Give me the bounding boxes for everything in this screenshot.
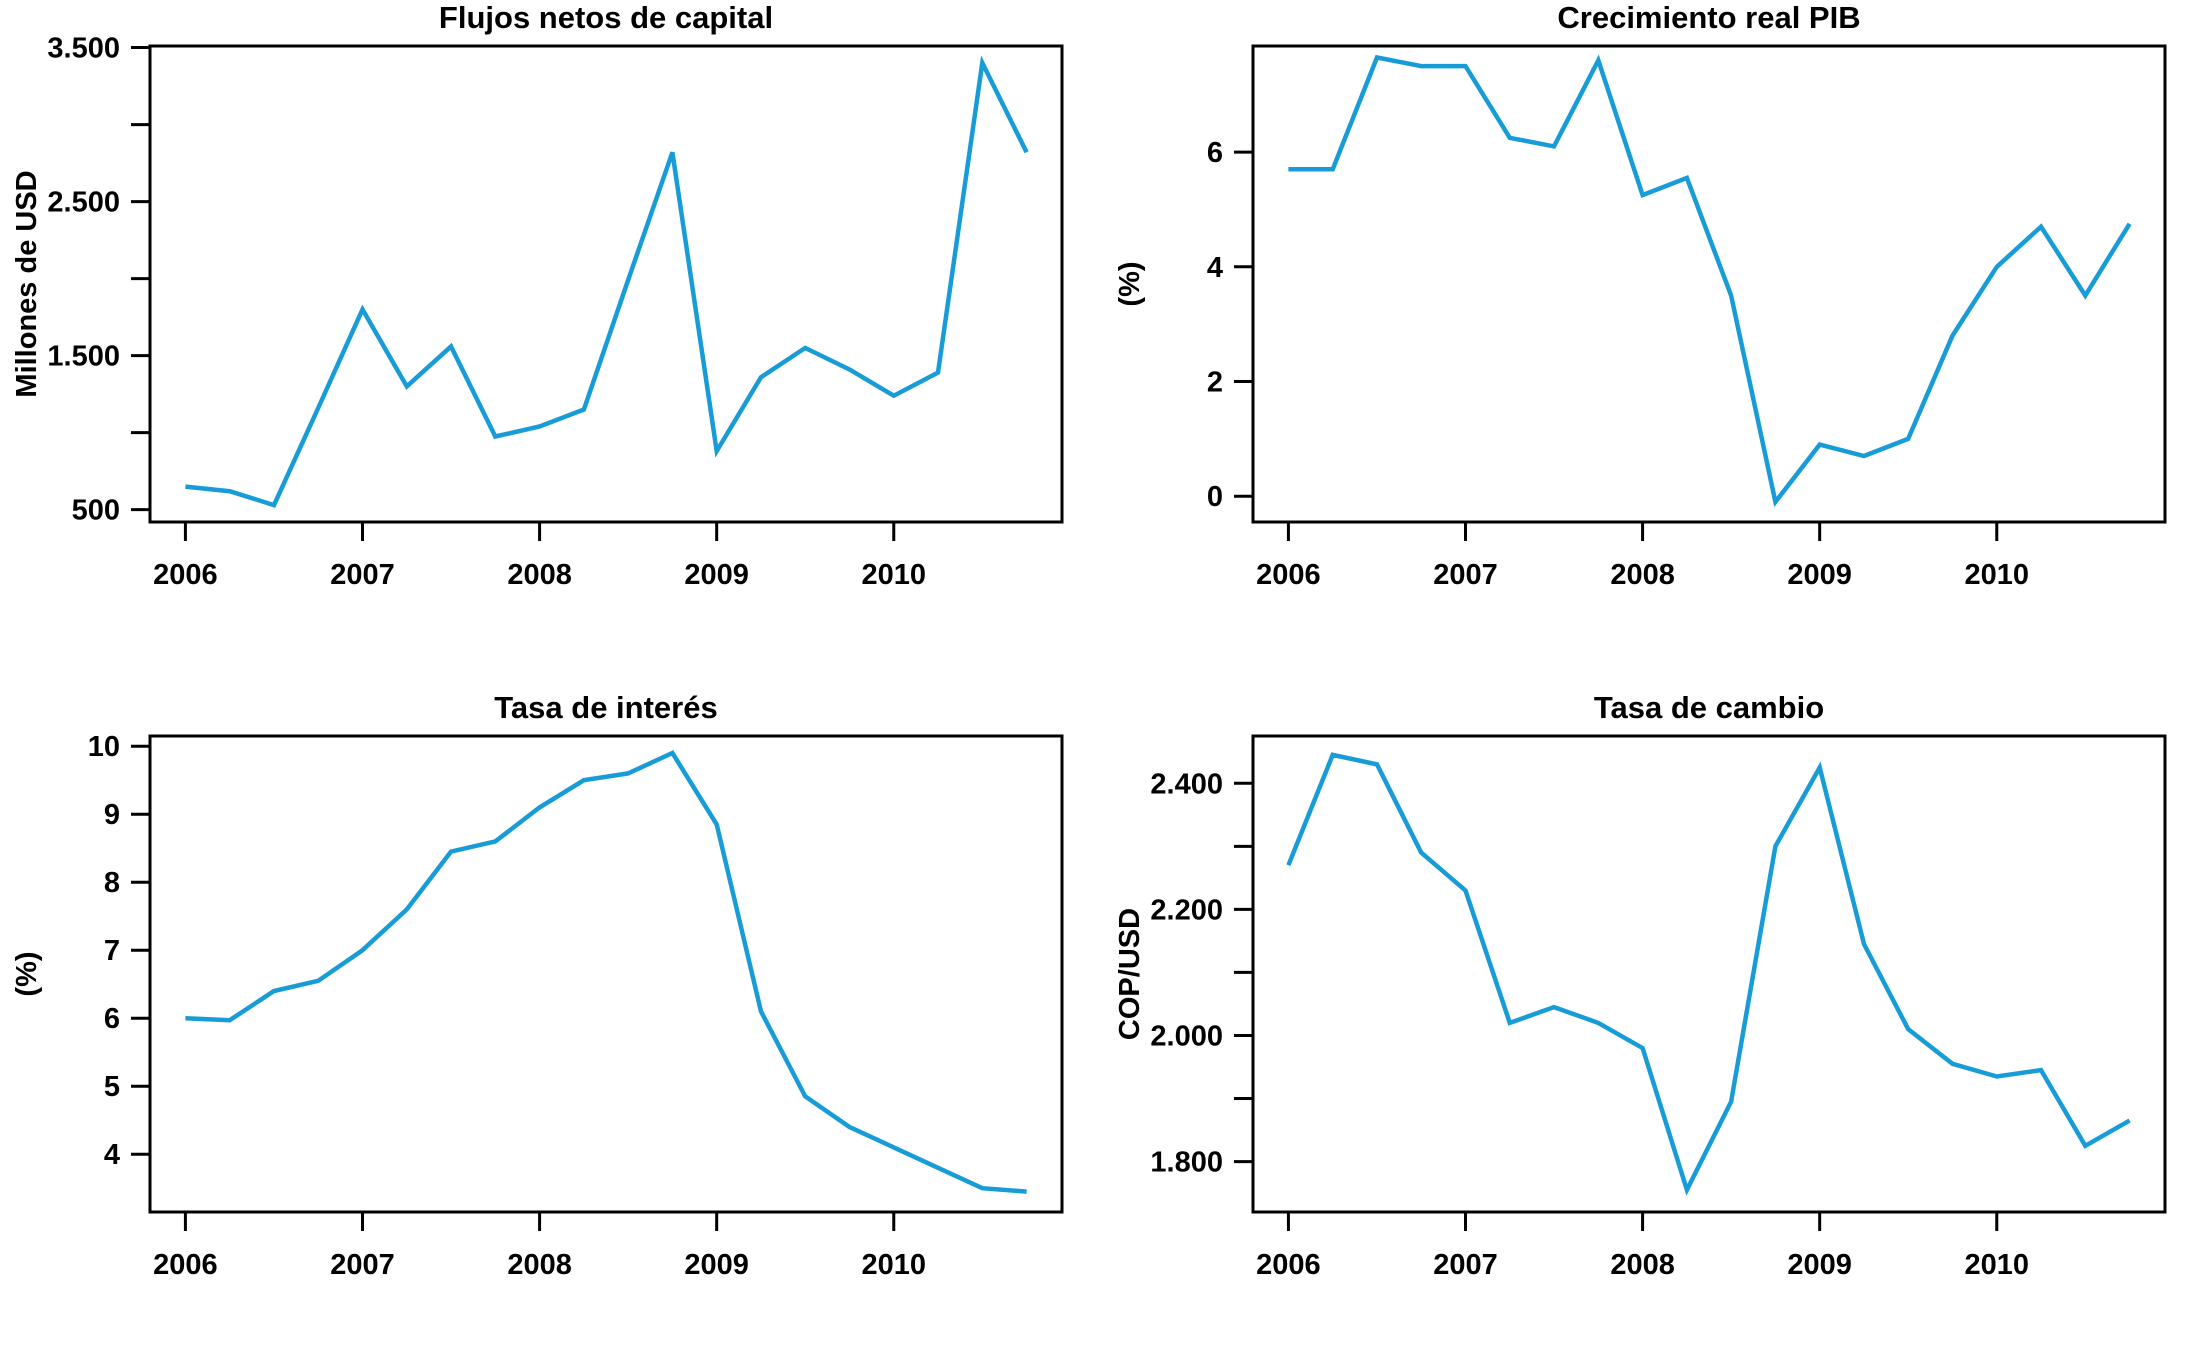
- x-tick-label: 2006: [153, 1249, 218, 1281]
- x-tick-label: 2008: [507, 559, 572, 591]
- y-tick-label: 10: [88, 731, 120, 763]
- chart-title: Tasa de cambio: [1594, 690, 1824, 725]
- y-tick-label: 6: [1207, 137, 1223, 169]
- plot-box: [1251, 44, 2167, 524]
- y-axis-label: (%): [1114, 261, 1146, 306]
- data-line: [1288, 54, 2132, 508]
- x-tick-label: 2006: [153, 559, 218, 591]
- panel-capital-flows: Flujos netos de capital Millones de USD …: [0, 0, 1103, 678]
- y-axis-label: COP/USD: [1114, 908, 1146, 1040]
- x-tick-label: 2010: [862, 559, 927, 591]
- x-tick-label: 2009: [1787, 1249, 1852, 1281]
- gdp-growth-chart: Crecimiento real PIB (%) 2006 2007 2008 200…: [1114, 0, 2167, 591]
- data-line: [1286, 752, 2131, 1196]
- x-tick-label: 2007: [1433, 1249, 1498, 1281]
- y-axis-label: Millones de USD: [11, 170, 43, 397]
- panel-exchange-rate: Tasa de cambio COP/USD 2006 2007 2008 2009 2…: [1103, 678, 2206, 1356]
- y-tick-label: 5: [104, 1071, 120, 1103]
- data-line: [185, 750, 1027, 1194]
- panel-gdp-growth: Crecimiento real PIB (%) 2006 2007 2008 200…: [1103, 0, 2206, 678]
- y-axis-label: (%): [11, 951, 43, 996]
- x-tick-label: 2010: [1965, 559, 2030, 591]
- y-tick-label: 2.500: [47, 187, 120, 219]
- y-tick-label: 0: [1207, 481, 1223, 513]
- plot-area: 2006 2007 2008 2009 2010 1.800 2.000 2.200 2.400: [1150, 734, 2167, 1281]
- plot-area: 2006 2007 2008 2009 2010 500 1.500 2.500 3.500: [47, 33, 1064, 591]
- y-tick-label: 2.200: [1150, 894, 1223, 926]
- chart-title: Flujos netos de capital: [439, 0, 773, 35]
- plot-area: 2006 2007 2008 2009 2010 0 2 4 6: [1207, 44, 2167, 591]
- y-tick-label: 9: [104, 799, 120, 831]
- x-tick-label: 2008: [1610, 1249, 1675, 1281]
- x-tick-label: 2009: [684, 1249, 749, 1281]
- chart-title: Tasa de interés: [494, 690, 717, 725]
- y-tick-label: 7: [104, 935, 120, 967]
- exchange-rate-chart: Tasa de cambio COP/USD 2006 2007 2008 2009 2…: [1114, 690, 2167, 1281]
- y-tick-label: 1.500: [47, 341, 120, 373]
- y-tick-label: 2.400: [1150, 768, 1223, 800]
- data-line: [185, 55, 1029, 508]
- x-tick-label: 2010: [862, 1249, 927, 1281]
- y-tick-label: 6: [104, 1003, 120, 1035]
- y-tick-label: 8: [104, 867, 120, 899]
- y-tick-label: 3.500: [47, 33, 120, 65]
- plot-area: 2006 2007 2008 2009 2010 4 5 6 7 8 9 10: [88, 731, 1064, 1281]
- y-tick-label: 4: [1207, 252, 1223, 284]
- x-tick-label: 2009: [684, 559, 749, 591]
- plot-box: [1251, 734, 2167, 1214]
- plot-box: [148, 44, 1064, 524]
- x-tick-label: 2007: [330, 1249, 395, 1281]
- plot-box: [148, 734, 1064, 1214]
- x-tick-label: 2008: [1610, 559, 1675, 591]
- panel-interest-rate: Tasa de interés (%) 2006 2007 2008 2009 2010…: [0, 678, 1103, 1356]
- y-tick-label: 500: [72, 495, 120, 527]
- x-tick-label: 2007: [330, 559, 395, 591]
- y-tick-label: 1.800: [1150, 1147, 1223, 1179]
- x-tick-label: 2006: [1256, 559, 1321, 591]
- x-tick-label: 2007: [1433, 559, 1498, 591]
- x-tick-label: 2006: [1256, 1249, 1321, 1281]
- y-tick-label: 2: [1207, 366, 1223, 398]
- interest-rate-chart: Tasa de interés (%) 2006 2007 2008 2009 2010…: [11, 690, 1064, 1281]
- chart-title: Crecimiento real PIB: [1557, 0, 1860, 35]
- x-tick-label: 2010: [1965, 1249, 2030, 1281]
- y-tick-label: 2.000: [1150, 1020, 1223, 1052]
- y-tick-label: 4: [104, 1139, 120, 1171]
- x-tick-label: 2009: [1787, 559, 1852, 591]
- x-tick-label: 2008: [507, 1249, 572, 1281]
- capital-flows-chart: Flujos netos de capital Millones de USD …: [11, 0, 1064, 591]
